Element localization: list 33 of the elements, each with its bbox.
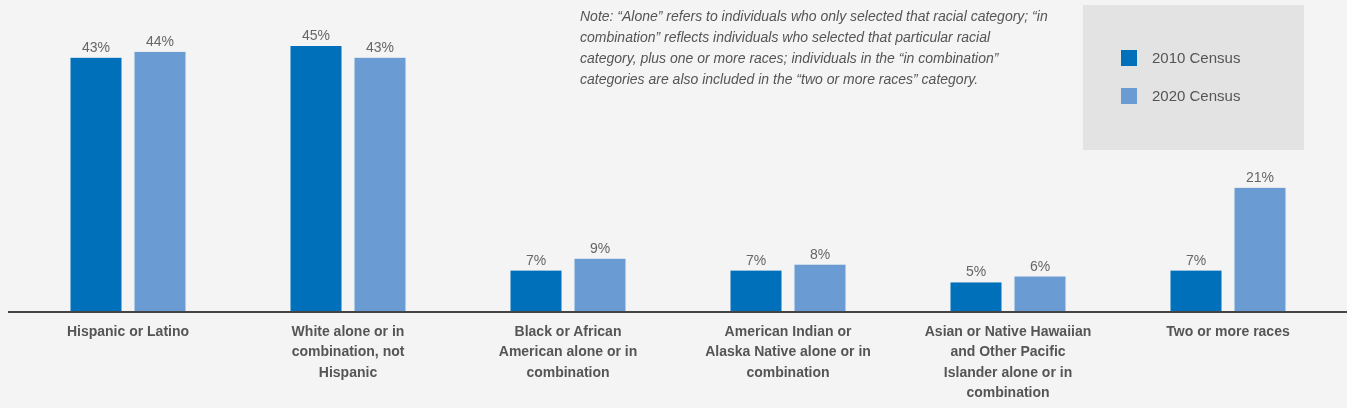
data-label: 9% xyxy=(589,239,611,256)
data-label: 45% xyxy=(301,27,331,43)
data-label: 6% xyxy=(1029,257,1051,274)
data-label: 43% xyxy=(365,38,395,55)
bar xyxy=(510,270,562,312)
bar xyxy=(574,258,626,312)
data-label: 7% xyxy=(525,251,547,268)
data-label: 44% xyxy=(145,32,175,49)
bar xyxy=(290,46,342,312)
x-tick-label: White alone or in combination, not Hispanic xyxy=(291,322,405,380)
legend-label: 2020 Census xyxy=(1152,87,1241,104)
data-label: 7% xyxy=(745,251,767,268)
data-label: 5% xyxy=(965,263,987,280)
data-label: 8% xyxy=(809,245,831,262)
bar xyxy=(1170,270,1222,312)
x-tick-label: Two or more races xyxy=(1166,322,1290,339)
bar xyxy=(1014,276,1066,312)
data-label: 7% xyxy=(1185,251,1207,268)
x-tick-label: Hispanic or Latino xyxy=(66,322,190,339)
bar xyxy=(730,270,782,312)
annotation: Note: “Alone” refers to individuals who only selected that racial category; “in combination” reflects individuals who selected that particular racial category, plus one or more races; individuals in the “in combination” categories are also included in the “two or more races” category. xyxy=(580,7,1049,89)
bar xyxy=(134,51,186,312)
x-tick-label: American Indian or Alaska Native alone or in combination xyxy=(705,322,871,380)
data-label: 43% xyxy=(81,38,111,55)
bar xyxy=(354,57,406,312)
bar xyxy=(1234,187,1286,312)
x-tick-label: Black or African American alone or in combination xyxy=(498,322,638,380)
bar xyxy=(950,282,1002,312)
data-label: 21% xyxy=(1245,168,1275,185)
legend-label: 2010 Census xyxy=(1152,49,1241,66)
bar xyxy=(794,264,846,312)
x-tick-label: Asian or Native Hawaiian and Other Pacific Islander alone or in combination xyxy=(924,322,1092,400)
bar xyxy=(70,57,122,312)
